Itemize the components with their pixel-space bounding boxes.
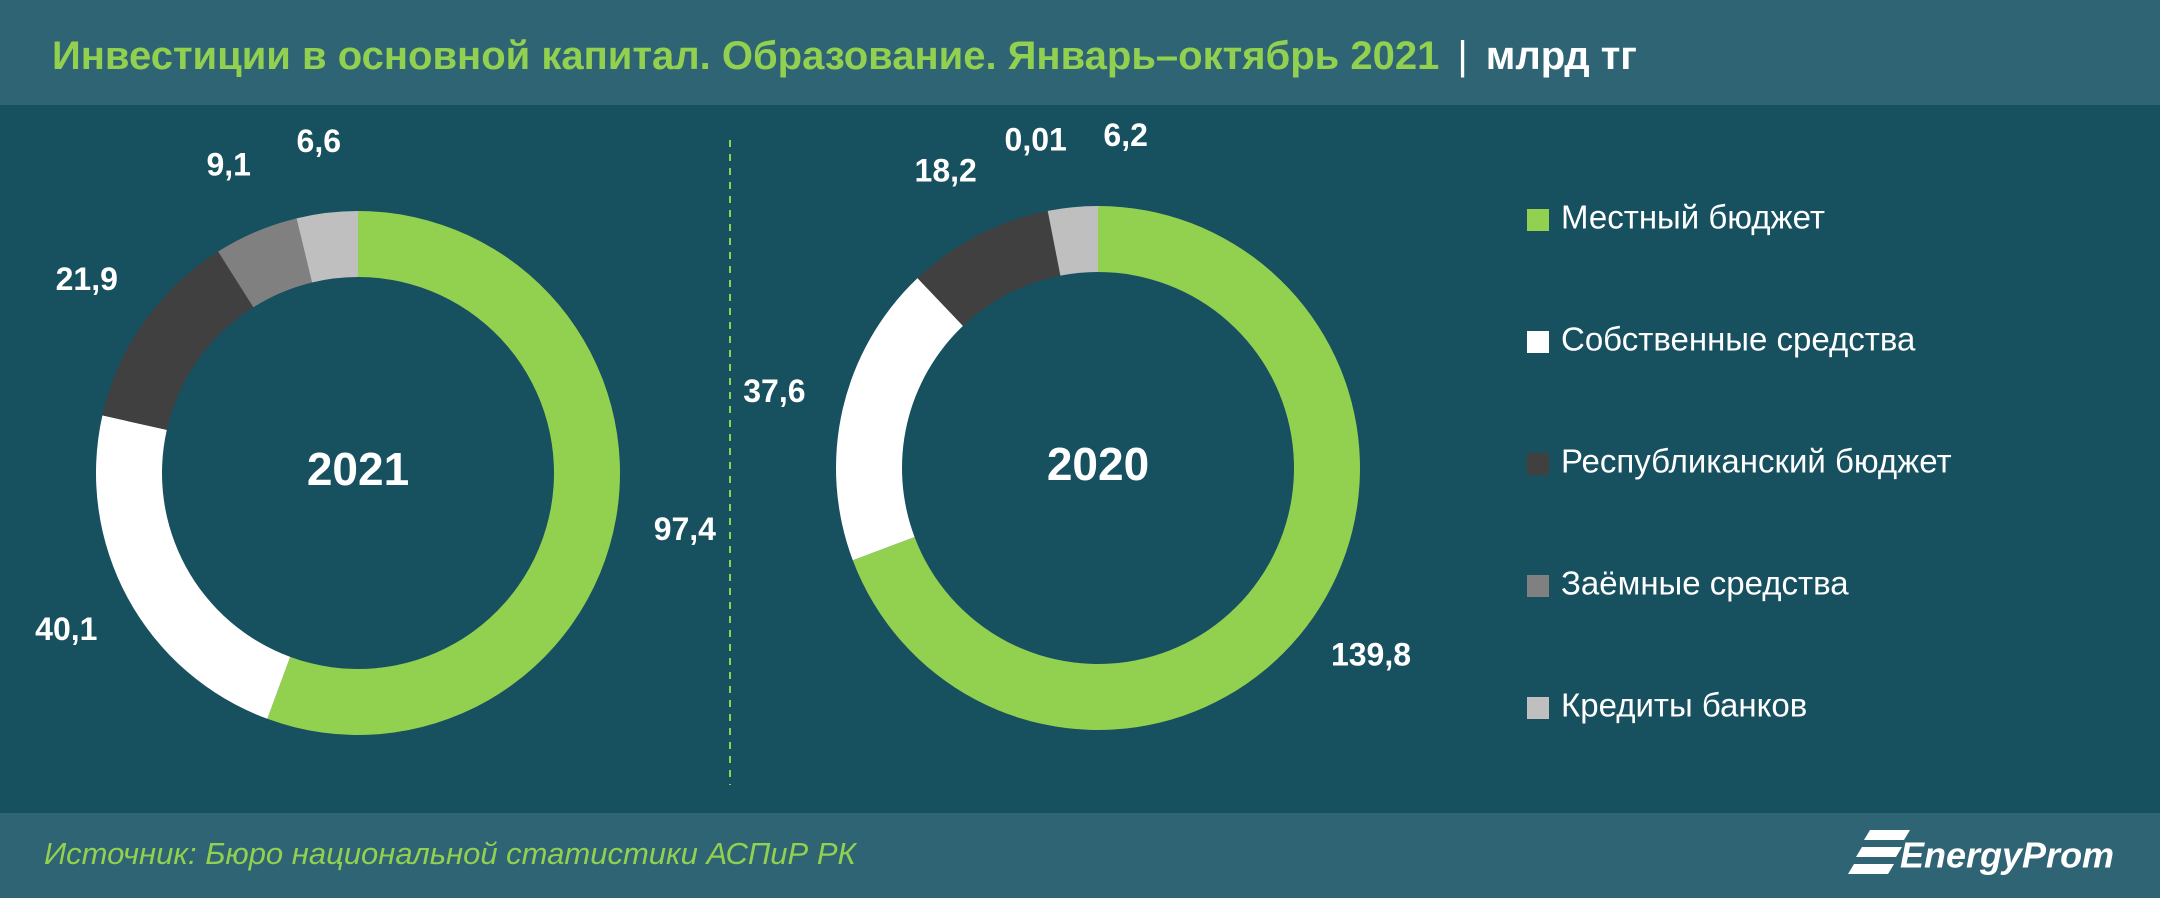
legend-swatch [1527,697,1549,719]
donut-segment [917,210,1061,326]
header-band [0,0,2160,105]
center-label: 2020 [1047,438,1149,490]
legend-label: Заёмные средства [1561,565,1849,602]
logo: EnergyProm [1900,835,2114,876]
donut-segment [1047,206,1098,276]
legend-label: Собственные средства [1561,321,1916,358]
data-label: 40,1 [35,611,97,647]
donut-segment [218,218,313,308]
title-line: Инвестиции в основной капитал. Образован… [52,34,1637,78]
donut-segment [296,211,358,283]
logo-icon [1848,830,1910,874]
legend-swatch [1527,575,1549,597]
legend-swatch [1527,331,1549,353]
footer-band [0,813,2160,898]
legend-label: Кредиты банков [1561,687,1807,724]
data-label: 9,1 [206,147,250,183]
data-label: 0,01 [1005,122,1067,158]
chart-title: Инвестиции в основной капитал. Образован… [52,34,1439,78]
separator: | [1457,34,1467,78]
data-label: 97,4 [654,511,716,547]
center-label: 2021 [307,443,409,495]
donut-segment [96,415,291,719]
donut-segment [836,278,963,561]
data-label: 6,6 [297,123,341,159]
data-label: 6,2 [1103,117,1147,153]
data-label: 18,2 [915,152,977,188]
data-label: 21,9 [56,261,118,297]
source: Источник: Бюро национальной статистики А… [44,836,858,871]
data-label: 139,8 [1331,636,1411,672]
legend-swatch [1527,453,1549,475]
donut-segment [1047,210,1061,276]
donut-segment [267,211,621,736]
unit: млрд тг [1486,34,1637,78]
donut-segment [102,251,254,430]
legend-label: Республиканский бюджет [1561,443,1952,480]
legend-swatch [1527,209,1549,231]
data-label: 37,6 [743,373,805,409]
legend-label: Местный бюджет [1561,199,1825,236]
